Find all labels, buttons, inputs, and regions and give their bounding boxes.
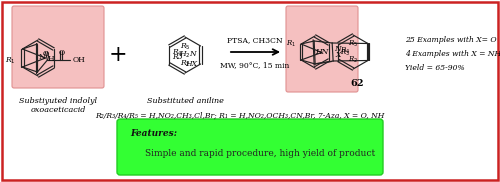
Text: R$_5$: R$_5$: [348, 39, 358, 49]
Text: Substiyuted indolyl
oxoaceticacid: Substiyuted indolyl oxoaceticacid: [19, 97, 97, 114]
Text: Yield = 65-90%: Yield = 65-90%: [405, 64, 465, 72]
FancyBboxPatch shape: [12, 6, 104, 88]
Text: 25 Examples with X= O: 25 Examples with X= O: [405, 36, 496, 44]
Text: 4 Examples with X = NH: 4 Examples with X = NH: [405, 50, 500, 58]
Text: R$_5$: R$_5$: [180, 42, 190, 52]
Text: R$_1$: R$_1$: [286, 39, 296, 49]
Text: HX: HX: [186, 60, 198, 68]
Text: Simple and rapid procedure, high yield of product: Simple and rapid procedure, high yield o…: [145, 149, 375, 157]
Text: R$_4$: R$_4$: [340, 46, 350, 56]
Text: R$_2$: R$_2$: [180, 58, 190, 69]
Text: Features:: Features:: [130, 130, 177, 139]
Text: Substituted aniline: Substituted aniline: [146, 97, 224, 105]
Text: PTSA, CH3CN: PTSA, CH3CN: [227, 36, 283, 44]
Text: R₂/R₃/R₄/R₅ = H,NO₂,CH₃,Cl,Br; R₁ = H,NO₂,OCH₃,CN,Br, 7-Aza, X = O, NH: R₂/R₃/R₄/R₅ = H,NO₂,CH₃,Cl,Br; R₁ = H,NO…: [96, 112, 385, 120]
Text: H$_2$N: H$_2$N: [179, 50, 199, 60]
Text: O: O: [58, 49, 64, 57]
Text: 62: 62: [350, 79, 364, 88]
Text: +: +: [108, 44, 128, 66]
Text: X: X: [335, 51, 340, 59]
Text: N: N: [38, 53, 45, 61]
Text: R$_4$: R$_4$: [172, 48, 184, 58]
Text: HN: HN: [316, 48, 329, 56]
FancyBboxPatch shape: [117, 119, 383, 175]
Text: R$_2$: R$_2$: [348, 55, 358, 65]
Text: OH: OH: [72, 56, 85, 64]
FancyBboxPatch shape: [286, 6, 358, 92]
Text: R$_1$: R$_1$: [5, 56, 16, 66]
Text: O: O: [42, 50, 48, 58]
Text: R$_3$: R$_3$: [340, 48, 350, 58]
Text: N: N: [334, 45, 341, 53]
Text: MW, 90°C, 15 min: MW, 90°C, 15 min: [220, 61, 290, 69]
Text: H: H: [48, 55, 54, 63]
Text: R3: R3: [172, 53, 183, 61]
